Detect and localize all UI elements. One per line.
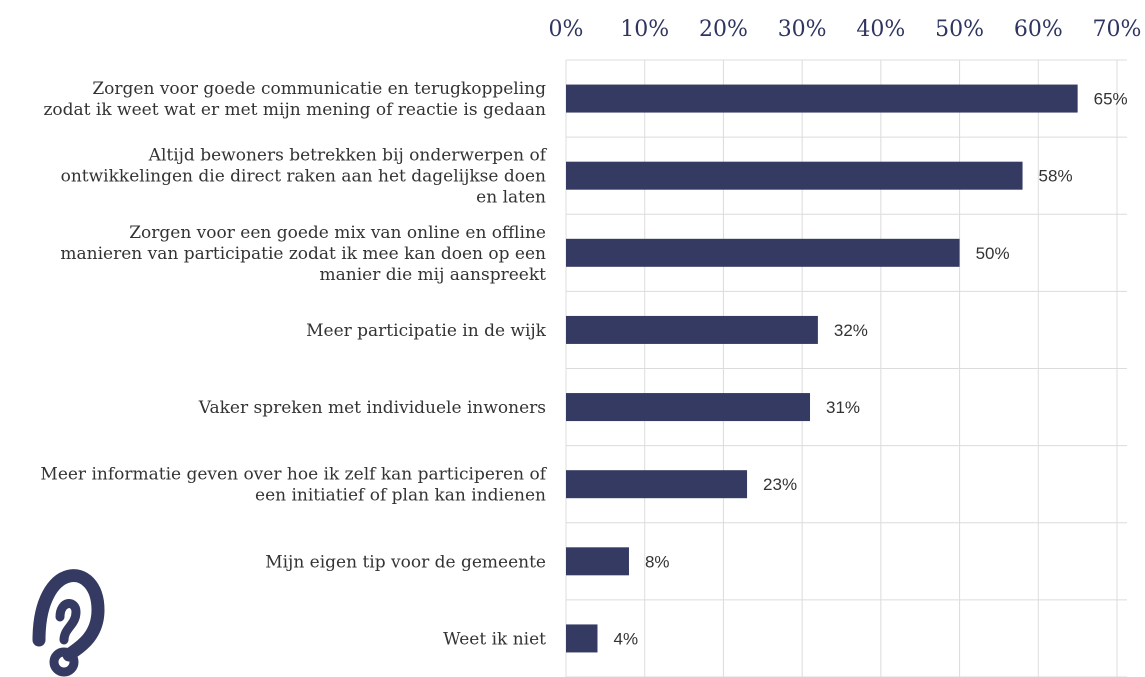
data-label: 23% xyxy=(763,475,797,494)
x-tick-label: 60% xyxy=(1014,17,1063,42)
x-tick-label: 70% xyxy=(1093,17,1142,42)
question-mark-logo-icon xyxy=(32,569,105,677)
value-labels: 65% 58% 50% 32% 31% 23% 8% 4% xyxy=(613,90,1127,649)
x-tick-label: 20% xyxy=(699,17,748,42)
x-tick-label: 0% xyxy=(549,17,584,42)
data-label: 50% xyxy=(976,244,1010,263)
bars xyxy=(566,84,1078,653)
category-label-line: manier die mij aanspreekt xyxy=(320,265,547,285)
bar xyxy=(566,624,598,653)
category-label: Mijn eigen tip voor de gemeente xyxy=(265,552,546,572)
data-label: 8% xyxy=(645,552,670,571)
category-label-line: en laten xyxy=(476,188,546,208)
category-label: Altijd bewoners betrekken bij onderwerpe… xyxy=(61,146,548,208)
category-label-line: Zorgen voor een goede mix van online en … xyxy=(129,223,546,243)
category-label-line: Meer participatie in de wijk xyxy=(306,321,547,341)
data-label: 4% xyxy=(613,629,638,648)
category-label-line: Weet ik niet xyxy=(443,629,546,649)
x-tick-label: 10% xyxy=(620,17,669,42)
category-label-line: Mijn eigen tip voor de gemeente xyxy=(265,552,546,572)
data-label: 65% xyxy=(1094,90,1128,109)
category-label-line: zodat ik weet wat er met mijn mening of … xyxy=(43,100,546,120)
category-label-line: manieren van participatie zodat ik mee k… xyxy=(60,244,546,264)
category-label-line: een initiatief of plan kan indienen xyxy=(255,486,546,506)
x-axis-ticks: 0% 10% 20% 30% 40% 50% 60% 70% xyxy=(549,17,1142,42)
bar xyxy=(566,547,629,576)
x-tick-label: 30% xyxy=(778,17,827,42)
category-label: Zorgen voor goede communicatie en terugk… xyxy=(43,79,546,120)
category-label-line: Altijd bewoners betrekken bij onderwerpe… xyxy=(148,146,548,166)
category-labels: Zorgen voor goede communicatie en terugk… xyxy=(40,79,547,649)
category-label: Weet ik niet xyxy=(443,629,546,649)
data-label: 58% xyxy=(1039,167,1073,186)
category-label-line: Vaker spreken met individuele inwoners xyxy=(198,398,546,418)
x-tick-label: 50% xyxy=(935,17,984,42)
bar xyxy=(566,315,818,344)
data-label: 32% xyxy=(834,321,868,340)
bar xyxy=(566,84,1078,113)
data-label: 31% xyxy=(826,398,860,417)
bar xyxy=(566,393,811,422)
bar xyxy=(566,238,960,267)
bar xyxy=(566,161,1023,190)
gridlines xyxy=(565,59,1127,677)
x-tick-label: 40% xyxy=(856,17,905,42)
category-label-line: ontwikkelingen die direct raken aan het … xyxy=(61,167,546,187)
category-label-line: Zorgen voor goede communicatie en terugk… xyxy=(92,79,546,99)
category-label: Zorgen voor een goede mix van online en … xyxy=(60,223,546,285)
category-label-line: Meer informatie geven over hoe ik zelf k… xyxy=(40,465,547,485)
category-label: Meer informatie geven over hoe ik zelf k… xyxy=(40,465,547,506)
bar xyxy=(566,470,748,499)
category-label: Vaker spreken met individuele inwoners xyxy=(198,398,546,418)
category-label: Meer participatie in de wijk xyxy=(306,321,547,341)
